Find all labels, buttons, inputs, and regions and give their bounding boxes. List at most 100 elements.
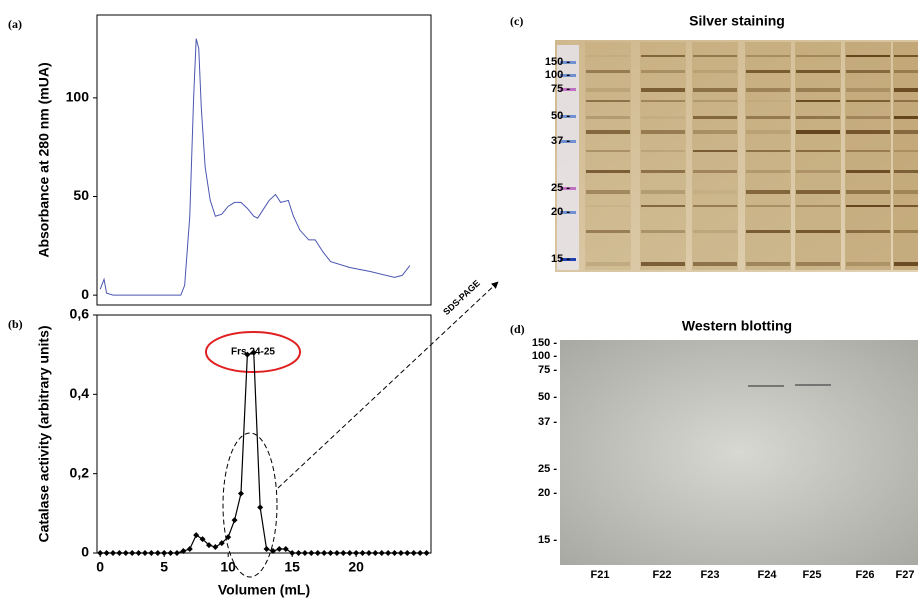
band	[894, 150, 918, 152]
decor	[96, 14, 918, 578]
data-point	[321, 550, 328, 556]
band	[894, 100, 918, 102]
band	[586, 190, 630, 194]
marker-label: 50 -	[551, 110, 570, 122]
band	[586, 70, 630, 73]
marker-label: 37 -	[538, 416, 557, 428]
data-point	[346, 550, 353, 556]
band	[746, 170, 790, 173]
plot-frame	[96, 314, 432, 554]
band	[746, 205, 790, 207]
band	[746, 55, 790, 57]
band	[641, 262, 685, 266]
data-point	[333, 550, 340, 556]
y-tick-label: 0,6	[70, 306, 90, 322]
band	[746, 70, 790, 73]
band	[796, 262, 840, 266]
band	[796, 205, 840, 207]
data-point	[327, 550, 334, 556]
marker-label: 75 -	[551, 83, 570, 95]
band	[894, 70, 918, 73]
data-point	[410, 550, 417, 556]
data-point	[167, 550, 174, 556]
ladder-band	[560, 74, 576, 77]
data-point	[301, 550, 308, 556]
data-point	[391, 550, 398, 556]
western-membrane	[560, 340, 918, 565]
lane	[745, 42, 791, 270]
data-point	[199, 536, 206, 543]
data-point	[180, 548, 187, 555]
x-tick-label: 10	[220, 559, 236, 575]
band	[796, 230, 840, 233]
data-point	[205, 542, 212, 549]
band	[796, 150, 840, 152]
data-point	[314, 550, 321, 556]
band	[846, 262, 890, 266]
y-tick-label: 100	[66, 89, 90, 105]
x-tick-label: 5	[160, 559, 168, 575]
wb-band	[795, 384, 831, 386]
data-point	[263, 546, 270, 553]
lane	[845, 42, 891, 270]
band	[586, 116, 630, 119]
band	[796, 116, 840, 119]
band	[641, 150, 685, 152]
data-point	[122, 550, 129, 556]
band	[641, 170, 685, 173]
lane	[893, 42, 918, 270]
band	[746, 190, 790, 194]
marker-label: 25 -	[538, 463, 557, 475]
annotation: Frs.24-25	[231, 347, 275, 358]
data-point	[359, 550, 366, 556]
data-point	[135, 550, 142, 556]
data-point	[231, 517, 238, 524]
lane	[585, 42, 631, 270]
band	[693, 170, 737, 173]
data-point	[404, 550, 411, 556]
band	[641, 190, 685, 194]
band	[746, 100, 790, 102]
data-point	[141, 550, 148, 556]
band	[693, 150, 737, 152]
band	[796, 190, 840, 194]
lane-label: F23	[701, 569, 720, 581]
data-point	[417, 550, 424, 556]
band	[693, 116, 737, 119]
data-point	[295, 550, 302, 556]
data-point	[282, 546, 289, 553]
ladder-band	[560, 115, 576, 118]
band	[641, 70, 685, 73]
band	[746, 262, 790, 266]
lane-label: F22	[653, 569, 672, 581]
gel-title: Western blotting	[682, 318, 792, 334]
band	[894, 170, 918, 173]
y-tick-label: 0	[81, 544, 89, 560]
x-tick-label: 20	[348, 559, 364, 575]
ladder-band	[560, 61, 576, 64]
band	[796, 55, 840, 57]
band	[846, 170, 890, 173]
plot-frame	[96, 14, 432, 306]
band	[846, 88, 890, 92]
band	[796, 100, 840, 102]
band	[846, 150, 890, 152]
band	[586, 130, 630, 134]
marker-label: 15 -	[538, 534, 557, 546]
band	[586, 230, 630, 233]
marker-label: 100 -	[532, 350, 557, 362]
data-point	[250, 349, 257, 356]
lane-label: F26	[856, 569, 875, 581]
data-point	[308, 550, 315, 556]
band	[693, 70, 737, 73]
marker-label: 25 -	[551, 182, 570, 194]
data-point	[148, 550, 155, 556]
data-point	[423, 550, 430, 556]
band	[746, 230, 790, 233]
data-point	[186, 546, 193, 553]
lane-label: F25	[803, 569, 822, 581]
band	[846, 130, 890, 134]
y-tick-label: 0,2	[70, 464, 90, 480]
lane-label: F27	[896, 569, 915, 581]
band	[693, 88, 737, 92]
